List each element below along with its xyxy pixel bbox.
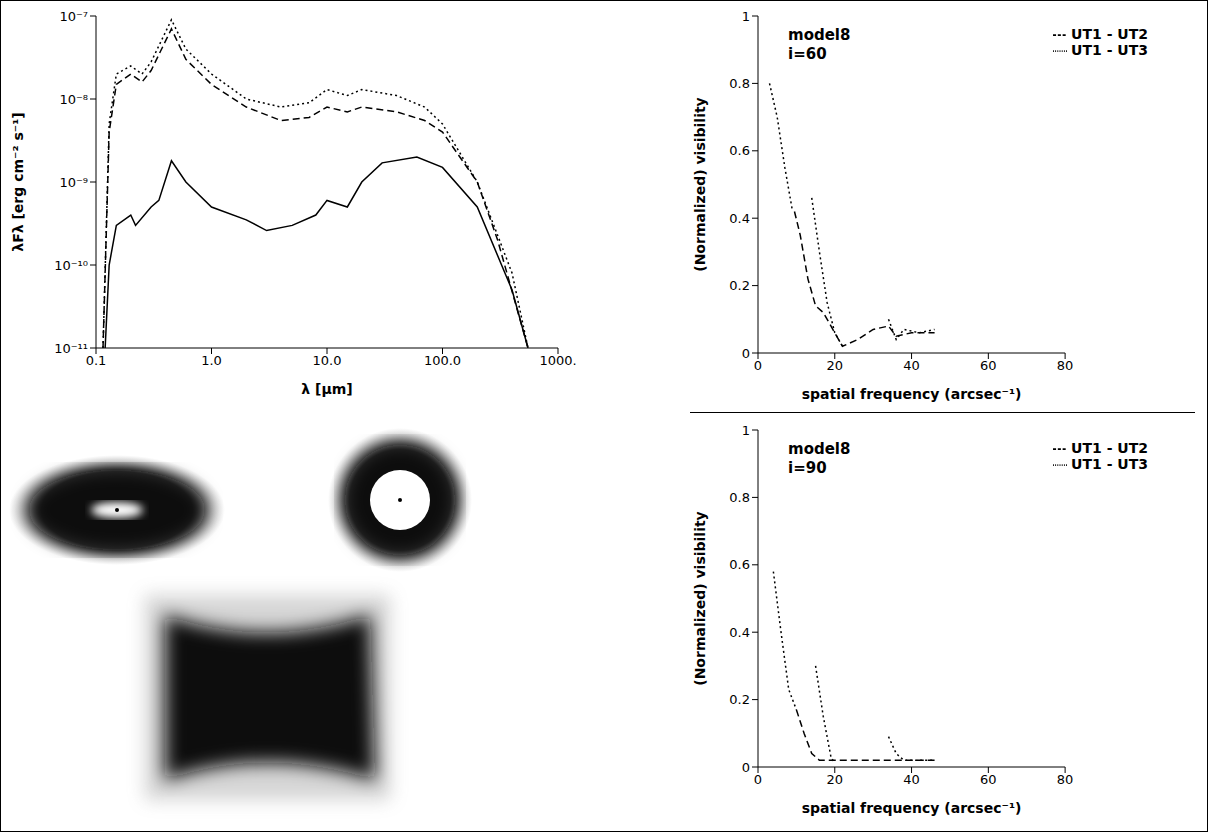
svg-text:0: 0 bbox=[754, 772, 762, 787]
svg-text:1.0: 1.0 bbox=[201, 353, 222, 368]
svg-text:80: 80 bbox=[1057, 358, 1074, 373]
html-text:i=90: i=90 bbox=[788, 459, 827, 477]
svg-text:1000.: 1000. bbox=[539, 353, 576, 368]
svg-text:0.6: 0.6 bbox=[729, 143, 750, 158]
svg-text:0.2: 0.2 bbox=[729, 692, 750, 707]
svg-text:20: 20 bbox=[827, 358, 844, 373]
svg-text:60: 60 bbox=[980, 358, 997, 373]
svg-text:100.0: 100.0 bbox=[424, 353, 461, 368]
svg-text:0.4: 0.4 bbox=[729, 625, 750, 640]
html-text:model8: model8 bbox=[788, 440, 851, 458]
html-text:UT1 - UT3: UT1 - UT3 bbox=[1071, 42, 1148, 58]
svg-text:10⁻⁷: 10⁻⁷ bbox=[59, 9, 88, 24]
svg-text:(Normalized) visibility: (Normalized) visibility bbox=[692, 511, 708, 686]
svg-text:0.8: 0.8 bbox=[729, 490, 750, 505]
svg-text:0: 0 bbox=[742, 346, 750, 361]
svg-text:10⁻⁹: 10⁻⁹ bbox=[59, 175, 88, 190]
svg-text:10⁻¹⁰: 10⁻¹⁰ bbox=[54, 258, 88, 273]
html-text:UT1 - UT3: UT1 - UT3 bbox=[1071, 456, 1148, 472]
svg-text:spatial frequency (arcsec⁻¹): spatial frequency (arcsec⁻¹) bbox=[802, 800, 1022, 816]
svg-text:0.2: 0.2 bbox=[729, 278, 750, 293]
html-text:i=60: i=60 bbox=[788, 45, 827, 63]
svg-text:λFλ [erg cm⁻² s⁻¹]: λFλ [erg cm⁻² s⁻¹] bbox=[10, 112, 26, 251]
html-text:UT1 - UT2: UT1 - UT2 bbox=[1071, 440, 1148, 456]
svg-text:(Normalized) visibility: (Normalized) visibility bbox=[692, 97, 708, 272]
svg-text:1: 1 bbox=[742, 423, 750, 438]
svg-text:0.4: 0.4 bbox=[729, 211, 750, 226]
svg-text:60: 60 bbox=[980, 772, 997, 787]
svg-text:10⁻⁸: 10⁻⁸ bbox=[59, 92, 88, 107]
html-text:UT1 - UT2: UT1 - UT2 bbox=[1071, 26, 1148, 42]
svg-text:0: 0 bbox=[754, 358, 762, 373]
svg-text:0.1: 0.1 bbox=[86, 353, 107, 368]
svg-text:80: 80 bbox=[1057, 772, 1074, 787]
svg-text:10.0: 10.0 bbox=[313, 353, 342, 368]
svg-text:40: 40 bbox=[903, 772, 920, 787]
svg-text:0: 0 bbox=[742, 760, 750, 775]
html-text:model8: model8 bbox=[788, 26, 851, 44]
svg-text:40: 40 bbox=[903, 358, 920, 373]
svg-text:λ [μm]: λ [μm] bbox=[301, 381, 352, 397]
svg-text:0.8: 0.8 bbox=[729, 76, 750, 91]
svg-text:spatial frequency (arcsec⁻¹): spatial frequency (arcsec⁻¹) bbox=[802, 386, 1022, 402]
svg-text:1: 1 bbox=[742, 9, 750, 24]
svg-text:20: 20 bbox=[827, 772, 844, 787]
svg-text:0.6: 0.6 bbox=[729, 557, 750, 572]
svg-text:10⁻¹¹: 10⁻¹¹ bbox=[54, 341, 88, 356]
